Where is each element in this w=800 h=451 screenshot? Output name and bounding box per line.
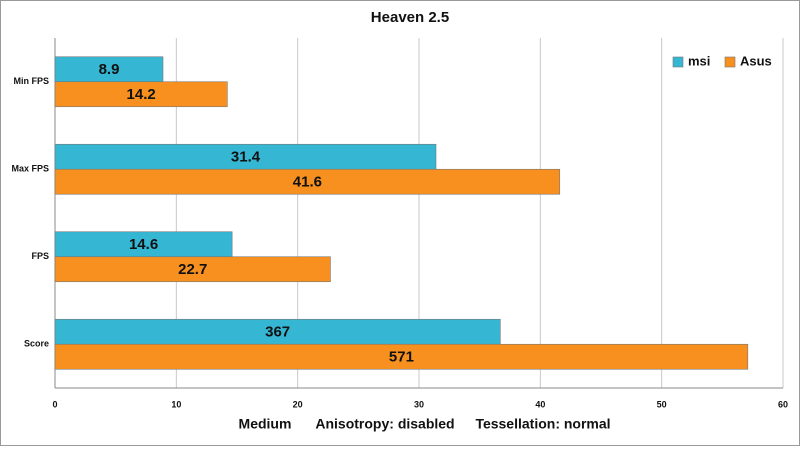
x-tick-label: 20 bbox=[293, 399, 303, 409]
bar bbox=[54, 318, 501, 345]
y-tick-label: Score bbox=[24, 339, 49, 349]
value-label: 8.9 bbox=[99, 61, 120, 78]
legend-label: msi bbox=[688, 53, 710, 68]
x-tick-label: 30 bbox=[414, 399, 424, 409]
x-tick-label: 60 bbox=[778, 399, 788, 409]
bar bbox=[54, 81, 228, 108]
value-label: 367 bbox=[265, 324, 290, 341]
annotation: Anisotropy: disabled bbox=[315, 416, 454, 432]
legend-swatch bbox=[724, 56, 736, 68]
value-label: 31.4 bbox=[231, 149, 261, 166]
legend-swatch bbox=[672, 56, 684, 68]
y-tick-label: Max FPS bbox=[11, 164, 49, 174]
legend-label: Asus bbox=[740, 53, 772, 68]
y-tick-label: Min FPS bbox=[14, 76, 50, 86]
value-label: 22.7 bbox=[178, 261, 207, 278]
x-tick-label: 0 bbox=[52, 399, 57, 409]
bar bbox=[54, 168, 561, 195]
annotation: Medium bbox=[239, 416, 292, 432]
x-tick-label: 50 bbox=[657, 399, 667, 409]
value-label: 41.6 bbox=[293, 174, 322, 191]
x-tick-label: 10 bbox=[171, 399, 181, 409]
x-tick-label: 40 bbox=[535, 399, 545, 409]
value-label: 14.6 bbox=[129, 236, 158, 253]
bar bbox=[54, 256, 331, 283]
value-label: 571 bbox=[389, 349, 414, 366]
y-tick-label: FPS bbox=[31, 251, 49, 261]
chart-title: Heaven 2.5 bbox=[371, 9, 449, 26]
annotation: Tessellation: normal bbox=[475, 416, 610, 432]
bar bbox=[54, 231, 233, 258]
value-label: 14.2 bbox=[127, 86, 156, 103]
bar bbox=[54, 343, 749, 370]
